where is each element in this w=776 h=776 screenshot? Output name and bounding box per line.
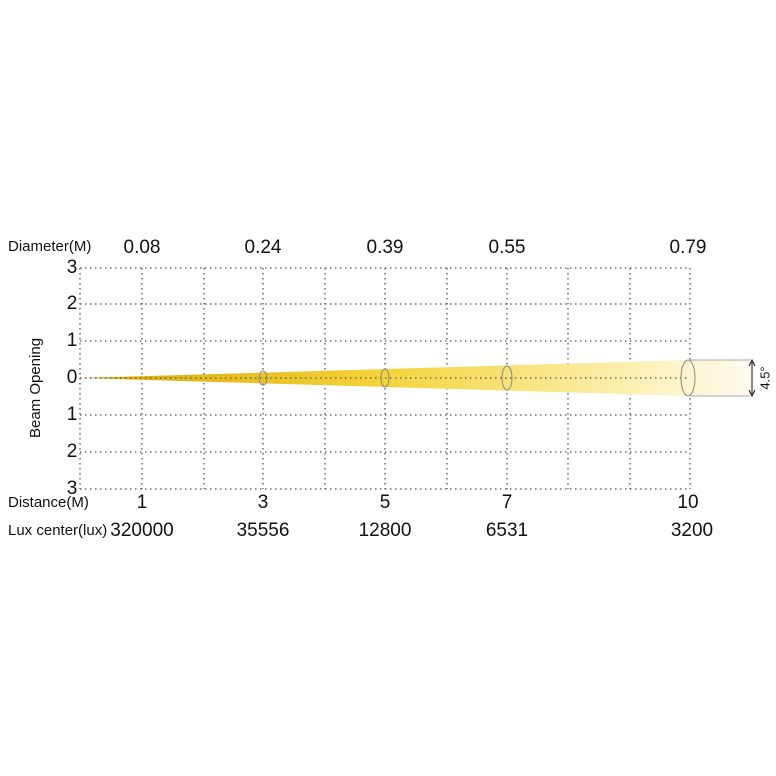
distance-value: 1 [137,492,148,513]
distance-value: 10 [677,492,698,513]
distance-value: 5 [380,492,391,513]
diameter-value: 0.79 [670,237,707,258]
y-label: 3 [67,257,78,278]
beam-section [380,368,390,388]
beam-section [501,365,513,391]
lux-value: 320000 [110,520,173,541]
lux-value: 3200 [671,520,713,541]
beam-section [680,359,696,397]
lux-value: 35556 [237,520,290,541]
diameter-value: 0.08 [124,237,161,258]
y-label: 2 [67,441,78,462]
beam-sections [258,359,696,397]
y-label: 0 [67,367,78,388]
diameter-value: 0.39 [367,237,404,258]
beam-section [258,370,268,386]
y-label: 3 [67,478,78,499]
y-label: 1 [67,404,78,425]
angle-arrowheads [748,358,756,398]
diameter-value: 0.55 [489,237,526,258]
y-label: 1 [67,330,78,351]
lux-value: 6531 [486,520,528,541]
diameter-value: 0.24 [245,237,282,258]
distance-value: 3 [258,492,269,513]
diameter-label: Diameter(M) [8,238,91,255]
lux-label: Lux center(lux) [8,522,107,539]
distance-label: Distance(M) [8,494,89,511]
distance-value: 7 [502,492,513,513]
beam-angle: 4.5° [757,366,772,389]
y-label: 2 [67,293,78,314]
y-axis-title: Beam Opening [27,338,44,438]
lux-value: 12800 [359,520,412,541]
